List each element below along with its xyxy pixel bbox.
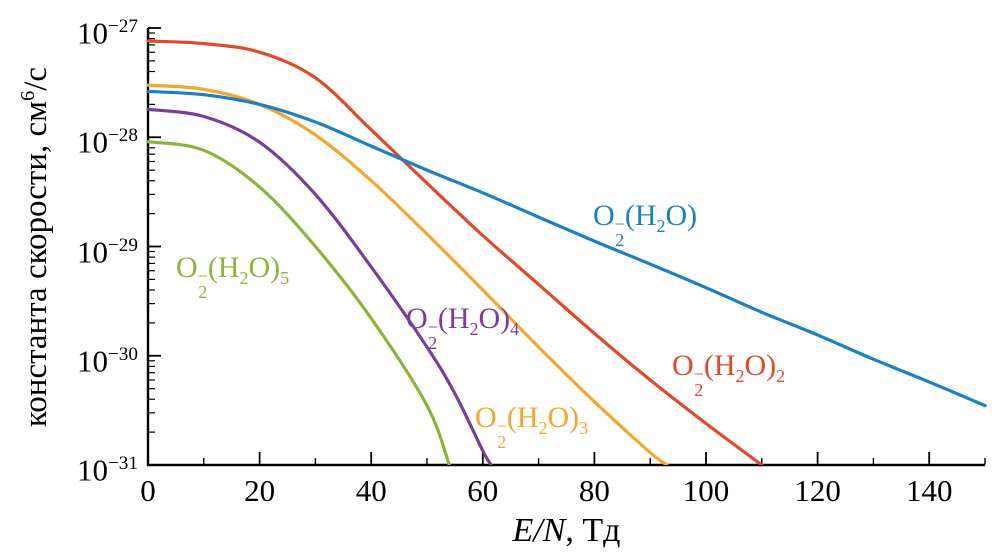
y-axis-title-units: /с [18,66,54,91]
y-axis-title: константа скорости, см6/с [8,0,54,547]
curve-o2-h2o-4 [146,107,493,465]
curve-label-o2-h2o-2: O −2 (H2O)2 [672,349,786,400]
x-tick-label: 120 [794,473,841,508]
x-tick-label: 60 [467,473,499,508]
y-tick-label: 10−28 [76,124,138,160]
x-tick-label: 140 [905,473,953,508]
x-tick-label: 20 [244,473,276,508]
y-tick-label: 10−31 [76,452,138,488]
y-tick-label: 10−27 [76,15,138,51]
y-tick-label: 10−30 [76,343,138,379]
x-axis-title-units: , Тд [565,512,621,549]
curve-label-o2-h2o-3: O −2 (H2O)3 [475,401,589,452]
y-axis-title-superscript: 6 [17,90,39,101]
y-tick-label: 10−29 [76,233,138,269]
x-tick-label: 100 [682,473,730,508]
curve-o2-h2o-5 [146,140,451,465]
curve-label-o2-h2o-4: O −2 (H2O)4 [406,302,520,353]
x-tick-label: 40 [355,473,387,508]
x-axis-title-italic: E/N [512,512,566,549]
x-axis-title: E/N, Тд [148,512,985,550]
curve-label-o2-h2o: O −2 (H2O) [593,199,698,250]
x-tick-label: 80 [578,473,610,508]
curve-o2-h2o-2 [146,39,764,465]
curve-label-o2-h2o-5: O −2 (H2O)5 [176,251,290,302]
curve-o2-h2o [146,89,987,408]
x-tick-label: 0 [140,473,156,508]
